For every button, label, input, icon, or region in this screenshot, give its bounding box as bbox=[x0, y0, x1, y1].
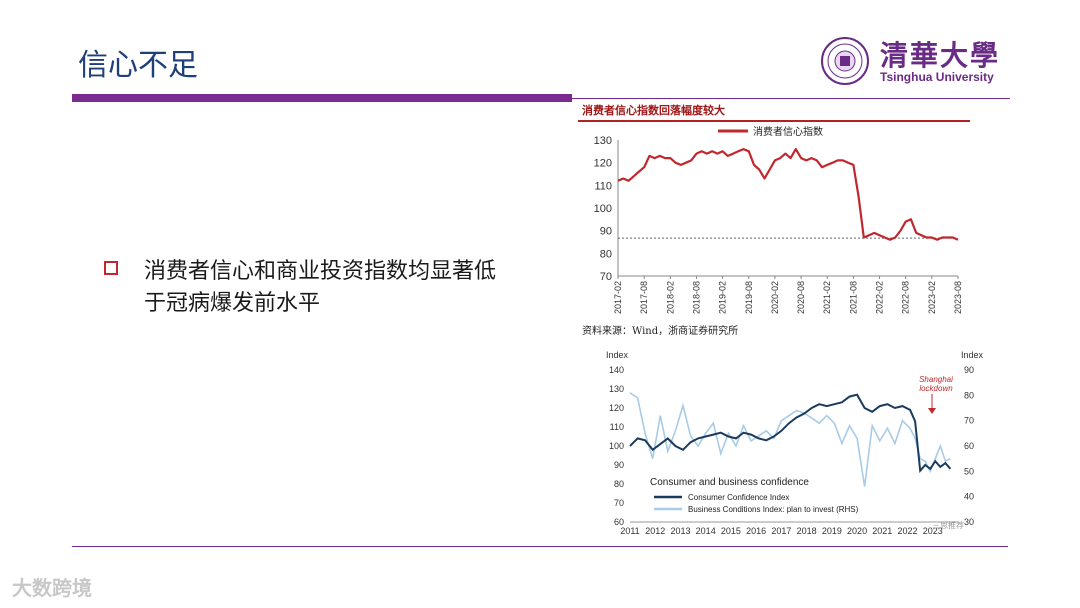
chart1-x-tick-label: 2022-08 bbox=[901, 281, 911, 314]
chart1-x-tick-label: 2022-02 bbox=[875, 281, 885, 314]
chart1-y-tick-label: 100 bbox=[594, 203, 612, 215]
chart1-x-tick-label: 2018-08 bbox=[691, 281, 701, 314]
chart2-x-tick-label: 2021 bbox=[872, 526, 892, 536]
chart2-annotation-line2: lockdown bbox=[919, 384, 953, 393]
chart2-x-tick-label: 2013 bbox=[670, 526, 690, 536]
chart2-left-tick-label: 60 bbox=[614, 517, 624, 527]
bullet-text: 消费者信心和商业投资指数均显著低于冠病爆发前水平 bbox=[144, 259, 497, 316]
chart2-left-tick-label: 130 bbox=[609, 384, 624, 394]
chart1-y-tick-label: 90 bbox=[600, 226, 612, 238]
chart1-title: 消费者信心指数回落幅度较大 bbox=[582, 104, 725, 117]
logo-english-name: Tsinghua University bbox=[880, 70, 994, 84]
chart2-x-tick-label: 2015 bbox=[721, 526, 741, 536]
chart2-annotation-line1: Shanghai bbox=[919, 375, 953, 384]
chart1-y-tick-label: 110 bbox=[594, 180, 612, 192]
chart1-y-tick-label: 70 bbox=[600, 271, 612, 283]
consumer-confidence-chart: 消费者信心指数 70 80 90 100 110 120 130 2017-02 2017-08 2… bbox=[594, 125, 963, 314]
chart2-x-tick-label: 2017 bbox=[771, 526, 791, 536]
chart1-x-tick-label: 2020-08 bbox=[796, 281, 806, 314]
chart1-series-line bbox=[617, 148, 959, 241]
chart2-x-tick-label: 2020 bbox=[847, 526, 867, 536]
chart2-right-tick-label: 70 bbox=[964, 416, 974, 426]
chart2-title: Consumer and business confidence bbox=[650, 477, 809, 488]
chart2-series-consumer bbox=[629, 393, 952, 474]
chart2-right-tick-label: 90 bbox=[964, 365, 974, 375]
title-underline-bar bbox=[72, 94, 572, 102]
chart2-right-tick-label: 40 bbox=[964, 492, 974, 502]
chart2-left-tick-label: 80 bbox=[614, 479, 624, 489]
chart2-left-tick-label: 100 bbox=[609, 441, 624, 451]
chart2-left-axis-label: Index bbox=[606, 350, 629, 360]
chart2-left-tick-label: 70 bbox=[614, 498, 624, 508]
chart2-x-tick-label: 2011 bbox=[620, 526, 639, 536]
chart1-y-tick-label: 120 bbox=[594, 158, 612, 170]
chart1-y-tick-label: 80 bbox=[600, 248, 612, 260]
chart2-legend-label-consumer: Consumer Confidence Index bbox=[688, 493, 789, 502]
chart2-right-tick-label: 50 bbox=[964, 466, 974, 476]
chart2-left-tick-label: 140 bbox=[609, 365, 624, 375]
chart2-series-business bbox=[629, 392, 951, 487]
slide-title: 信心不足 bbox=[78, 48, 198, 83]
chart2-right-tick-label: 30 bbox=[964, 517, 974, 527]
logo-chinese-name: 清華大學 bbox=[880, 39, 1001, 72]
chart2-x-tick-label: 2012 bbox=[645, 526, 665, 536]
chart1-x-tick-label: 2019-02 bbox=[718, 281, 728, 314]
chart1-x-tick-label: 2018-02 bbox=[665, 281, 675, 314]
chart2-x-tick-label: 2016 bbox=[746, 526, 766, 536]
chart1-x-tick-label: 2019-08 bbox=[744, 281, 754, 314]
chart2-legend-label-business: Business Conditions Index: plan to inves… bbox=[688, 505, 859, 514]
chart2-x-tick-label: 2023 bbox=[923, 526, 943, 536]
chart1-source-note: 资料来源：Wind，浙商证券研究所 bbox=[582, 326, 739, 337]
university-logo: 清華大學 Tsinghua University bbox=[820, 34, 1020, 90]
university-seal-icon bbox=[821, 37, 869, 85]
chart2-x-tick-label: 2018 bbox=[797, 526, 817, 536]
chart1-x-tick-label: 2023-02 bbox=[927, 281, 937, 314]
chart1-x-tick-label: 2021-02 bbox=[822, 281, 832, 314]
chart2-right-tick-label: 80 bbox=[964, 390, 974, 400]
chart2-x-tick-label: 2022 bbox=[898, 526, 918, 536]
chart2-right-tick-label: 60 bbox=[964, 441, 974, 451]
chart2-left-tick-label: 90 bbox=[614, 460, 624, 470]
chart1-x-tick-label: 2017-02 bbox=[613, 281, 623, 314]
chart1-legend-label: 消费者信心指数 bbox=[753, 125, 823, 138]
footer-rule bbox=[72, 546, 1008, 547]
chart2-left-tick-label: 120 bbox=[609, 403, 624, 413]
title-underline-rule bbox=[572, 98, 1010, 99]
chart1-x-tick-label: 2017-08 bbox=[639, 281, 649, 314]
chart2-left-tick-label: 110 bbox=[610, 422, 624, 432]
chart1-title-rule bbox=[578, 120, 970, 122]
chart2-x-tick-label: 2014 bbox=[696, 526, 716, 536]
chart2-small-watermark: 三思推荐 bbox=[932, 520, 964, 530]
chart2-x-tick-label: 2019 bbox=[822, 526, 842, 536]
chart1-x-tick-label: 2021-08 bbox=[848, 281, 858, 314]
chart2-annotation-arrowhead bbox=[928, 408, 936, 414]
bullet-square-icon bbox=[104, 261, 118, 275]
chart1-y-tick-label: 130 bbox=[594, 135, 612, 147]
consumer-business-confidence-chart: Index Index 60 70 80 90 100 110 120 130 140 30 40 50 6… bbox=[606, 350, 984, 536]
chart1-x-tick-label: 2020-02 bbox=[770, 281, 780, 314]
watermark-text: 大数跨境 bbox=[12, 576, 92, 600]
chart2-right-axis-label: Index bbox=[961, 350, 984, 360]
chart1-x-tick-label: 2023-08 bbox=[953, 281, 963, 314]
